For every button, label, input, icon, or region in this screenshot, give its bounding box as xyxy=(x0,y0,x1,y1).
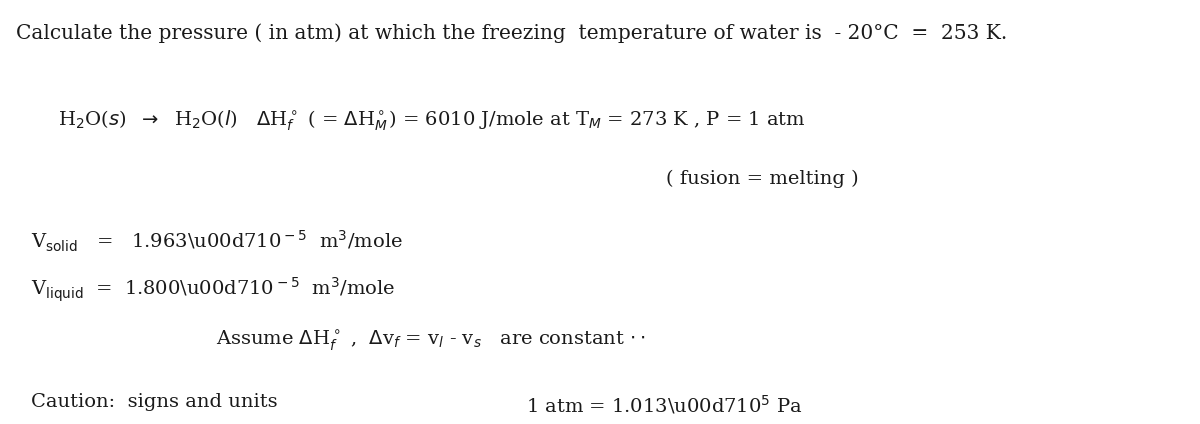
Text: V$_{\rm solid}$   =   1.963\u00d710$^{\rm -5}$  m$^3$/mole: V$_{\rm solid}$ = 1.963\u00d710$^{\rm -5… xyxy=(31,229,403,254)
Text: Assume $\Delta$H$^\circ_f$ ,  $\Delta$v$_f$ = v$_l$ - v$_s$   are constant $\cdo: Assume $\Delta$H$^\circ_f$ , $\Delta$v$_… xyxy=(216,329,646,353)
Text: 1 atm = 1.013\u00d710$^5$ Pa: 1 atm = 1.013\u00d710$^5$ Pa xyxy=(526,393,802,416)
Text: H$_2$O($s$)  $\rightarrow$  H$_2$O($\it{l}$)   $\Delta$H$^\circ_f$ ( = $\Delta$H: H$_2$O($s$) $\rightarrow$ H$_2$O($\it{l}… xyxy=(58,108,805,133)
Text: ( fusion = melting ): ( fusion = melting ) xyxy=(666,170,859,188)
Text: V$_{\rm liquid}$  =  1.800\u00d710$^{\rm -5}$  m$^3$/mole: V$_{\rm liquid}$ = 1.800\u00d710$^{\rm -… xyxy=(31,276,396,304)
Text: Calculate the pressure ( in atm) at which the freezing  temperature of water is : Calculate the pressure ( in atm) at whic… xyxy=(16,23,1007,43)
Text: Caution:  signs and units: Caution: signs and units xyxy=(31,393,278,411)
